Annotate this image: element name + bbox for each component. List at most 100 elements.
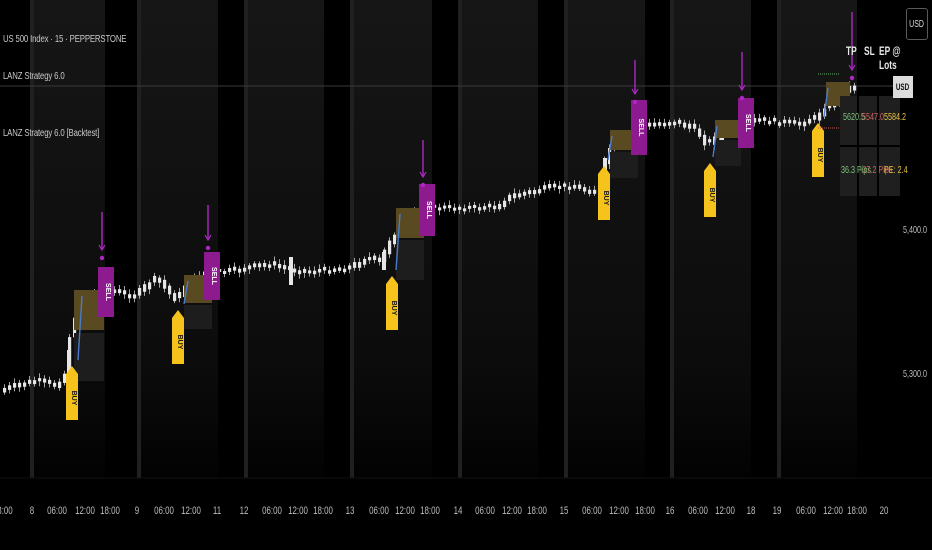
table-header-ep: EP @ Lots: [879, 44, 901, 72]
buy-signal-label: [812, 123, 824, 177]
session-band: [350, 0, 432, 478]
sell-signal-text: SELL: [210, 267, 217, 286]
buy-signal-label: [386, 276, 398, 330]
candle-body: [668, 122, 672, 126]
y-tick-label: 5,400.0: [903, 224, 927, 235]
candle-body: [258, 263, 262, 268]
candle-body: [453, 207, 457, 211]
candle-body: [463, 208, 467, 212]
candle-body: [343, 268, 347, 273]
sell-signal-label: [738, 98, 754, 148]
candle-body: [228, 268, 232, 272]
candle-body: [473, 204, 477, 208]
sell-signal-label: [98, 267, 114, 317]
session-band: [244, 0, 324, 478]
x-tick-label: 18:00: [635, 505, 655, 518]
candle-body: [688, 123, 692, 129]
candle-body: [248, 265, 252, 270]
x-tick-label: 8: [30, 505, 34, 518]
candle-body: [758, 118, 762, 122]
candle-body: [8, 385, 12, 390]
candle-body: [388, 240, 392, 255]
table-ep-pe: PE: 2.4: [884, 165, 908, 176]
trade-stats-table: [840, 96, 900, 196]
trade-signal: BUY SELL: [386, 140, 435, 330]
candle-body: [368, 256, 372, 261]
candle-body: [773, 117, 777, 122]
candle-body: [798, 121, 802, 126]
candle-body: [573, 184, 577, 189]
candle-body: [382, 252, 386, 270]
candle-body: [133, 294, 137, 299]
candle-body: [793, 120, 797, 124]
candle-body: [363, 258, 367, 265]
x-tick-label: 18:00: [313, 505, 333, 518]
candle-body: [163, 279, 167, 289]
candle-body: [63, 373, 67, 383]
buy-signal-label: [66, 366, 78, 420]
candle-body: [458, 206, 462, 210]
candle-body: [148, 282, 152, 290]
x-tick-label: 14: [454, 505, 463, 518]
candle-body: [753, 118, 757, 123]
candle-body: [683, 122, 687, 128]
session-separator: [244, 0, 248, 478]
x-tick-label: 06:00: [369, 505, 389, 518]
x-tick-label: 9: [135, 505, 139, 518]
sell-signal-label: [419, 184, 435, 236]
candle-body: [803, 121, 807, 127]
entry-marker: [607, 135, 613, 161]
candle-body: [53, 382, 57, 387]
signal-arrowhead: [419, 171, 427, 179]
signal-dot: [632, 99, 638, 105]
stop-loss-zone: [184, 305, 212, 329]
x-tick-label: 06:00: [262, 505, 282, 518]
sell-signal-text: SELL: [744, 114, 751, 133]
candle-body: [13, 383, 17, 388]
candle-body: [493, 205, 497, 210]
candle-body: [508, 194, 512, 202]
candle-body: [778, 122, 782, 126]
x-tick-label: 12:00: [502, 505, 522, 518]
candle-body: [323, 266, 327, 271]
candle-body: [543, 185, 547, 190]
candle-body: [153, 275, 157, 283]
buy-signal-text: BUY: [390, 301, 397, 316]
signal-dot: [739, 95, 745, 101]
signal-dot: [849, 75, 855, 81]
candle-body: [673, 121, 677, 126]
candle-body: [663, 122, 667, 127]
signal-dot: [99, 255, 105, 261]
candle-body: [23, 382, 27, 387]
candle-body: [48, 379, 52, 384]
x-tick-label: 06:00: [582, 505, 602, 518]
x-tick-label: 12:00: [75, 505, 95, 518]
candle-body: [289, 257, 293, 285]
sell-signal-text: SELL: [637, 119, 644, 138]
signal-dot: [420, 182, 426, 188]
candle-body: [378, 257, 382, 262]
x-tick-label: 06:00: [475, 505, 495, 518]
candle-body: [538, 189, 542, 194]
candle-body: [328, 270, 332, 274]
candle-body: [813, 115, 817, 120]
session-separator: [564, 0, 568, 478]
candle-body: [318, 268, 322, 273]
signal-arrowhead: [631, 88, 639, 96]
legend-indicator-backtest[interactable]: LANZ Strategy 6.0 [Backtest]: [3, 128, 100, 139]
entry-marker: [183, 280, 189, 305]
candle-body: [243, 267, 247, 272]
legend-indicator-strategy[interactable]: LANZ Strategy 6.0: [3, 71, 65, 82]
candle-body: [513, 193, 517, 199]
buy-signal-label: [704, 163, 716, 217]
candle-body: [303, 268, 307, 273]
currency-button[interactable]: USD: [906, 8, 928, 40]
legend-symbol[interactable]: US 500 Index · 15 · PEPPERSTONE: [3, 34, 127, 45]
session-separator: [458, 0, 462, 478]
candle-body: [67, 350, 71, 374]
x-tick-label: 8:00: [0, 505, 13, 518]
candle-body: [338, 267, 342, 271]
table-tp-pips: 36.3 Pips: [841, 165, 872, 176]
